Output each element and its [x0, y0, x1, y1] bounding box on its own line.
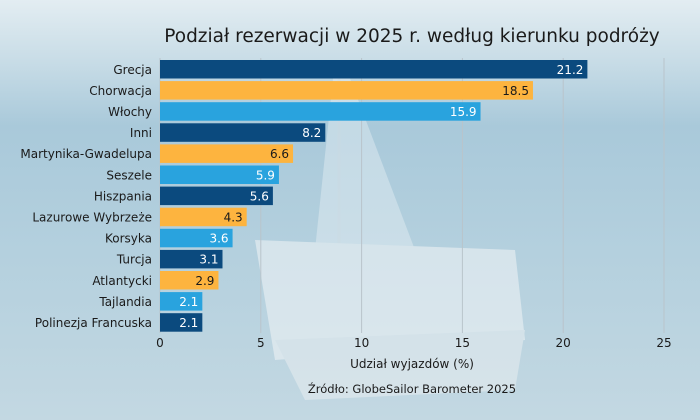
x-tick-label: 10 — [354, 336, 369, 350]
data-label: 3.6 — [209, 232, 228, 246]
catamaran-background-image — [255, 60, 525, 400]
category-label: Inni — [130, 126, 152, 140]
x-axis-label: Udział wyjazdów (%) — [350, 357, 474, 371]
x-tick-label: 5 — [257, 336, 265, 350]
x-tick-label: 0 — [156, 336, 164, 350]
data-label: 4.3 — [224, 210, 243, 224]
data-label: 21.2 — [557, 63, 584, 77]
data-label: 2.1 — [179, 295, 198, 309]
category-label: Grecja — [113, 63, 152, 77]
category-label: Korsyka — [105, 232, 152, 246]
category-label: Włochy — [108, 105, 152, 119]
bar — [160, 207, 247, 227]
bar — [160, 228, 233, 248]
category-label: Atlantycki — [92, 274, 152, 288]
chart-title: Podział rezerwacji w 2025 r. według kier… — [164, 26, 660, 47]
bar — [160, 144, 294, 163]
bar — [160, 81, 533, 100]
bar — [160, 313, 203, 332]
data-label: 6.6 — [270, 147, 289, 161]
category-label: Chorwacja — [89, 84, 152, 98]
category-label: Turcja — [116, 253, 152, 267]
data-label: 5.9 — [256, 168, 275, 182]
category-label: Lazurowe Wybrzeże — [32, 210, 152, 224]
data-label: 2.9 — [195, 274, 214, 288]
bar — [160, 271, 219, 290]
bar — [160, 60, 588, 79]
data-label: 5.6 — [250, 189, 269, 203]
source-note: Źródło: GlobeSailor Barometer 2025 — [308, 381, 516, 396]
bar — [160, 186, 273, 206]
category-label: Hiszpania — [94, 189, 152, 203]
category-label: Seszele — [106, 168, 152, 182]
bar — [160, 249, 223, 269]
x-tick-label: 25 — [656, 336, 671, 350]
data-label: 8.2 — [302, 126, 321, 140]
x-tick-label: 20 — [556, 336, 571, 350]
bar — [160, 165, 279, 184]
data-label: 15.9 — [450, 105, 477, 119]
data-label: 18.5 — [502, 84, 529, 98]
bar — [160, 292, 203, 311]
data-label: 2.1 — [179, 316, 198, 330]
category-label: Tajlandia — [98, 295, 152, 309]
data-label: 3.1 — [199, 253, 218, 267]
bar — [160, 102, 481, 121]
bar — [160, 123, 326, 142]
category-label: Polinezja Francuska — [35, 316, 152, 330]
x-tick-label: 15 — [455, 336, 470, 350]
category-label: Martynika-Gwadelupa — [20, 147, 152, 161]
